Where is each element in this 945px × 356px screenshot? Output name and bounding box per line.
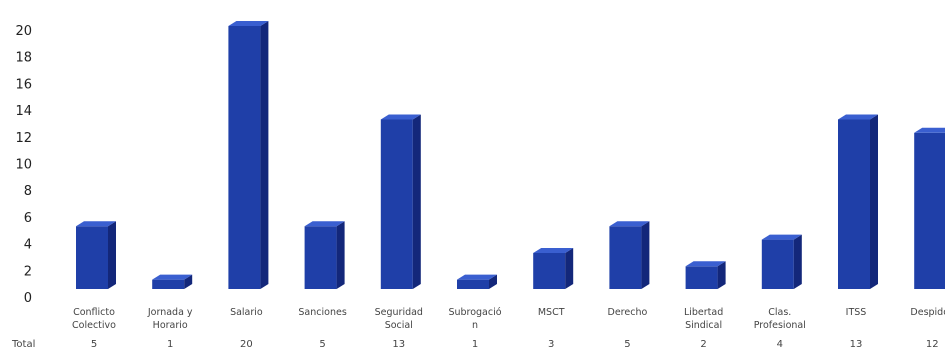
bar-front (533, 252, 566, 289)
bar (152, 274, 193, 289)
x-category-label: Jornada y Horario (147, 307, 193, 331)
bar-top (838, 114, 878, 120)
bar-side (184, 274, 193, 289)
bar-side (260, 21, 269, 289)
bar-top (228, 21, 269, 26)
y-axis: 0 2 4 6 8 10 12 14 16 18 20 (15, 24, 32, 306)
y-tick-label: 6 (24, 211, 32, 226)
bar-front (304, 226, 337, 289)
category-labels: Conflicto Colectivo Jornada y Horario Salari… (72, 307, 945, 331)
bar (228, 21, 269, 289)
bar-side (336, 221, 345, 289)
bar-front (685, 266, 718, 289)
bar (685, 261, 726, 289)
bar-side (641, 221, 650, 289)
x-category-label: Sanciones (298, 307, 346, 318)
y-tick-label: 16 (15, 77, 32, 92)
total-value: 5 (319, 339, 325, 350)
bar-front (838, 119, 870, 289)
total-value: 20 (240, 339, 253, 350)
total-value: 1 (472, 339, 478, 350)
y-tick-label: 2 (24, 264, 32, 279)
bar-front (76, 226, 108, 289)
x-category-label: Despidos (910, 307, 945, 318)
bar (533, 247, 574, 289)
totals-row-label: Total (11, 339, 35, 350)
bar (914, 127, 945, 289)
bar-side (717, 261, 726, 289)
bar (380, 114, 421, 289)
x-category-label: Clas. Profesional (754, 307, 806, 331)
total-value: 12 (926, 339, 939, 350)
bar-front (609, 226, 642, 289)
bar-top (76, 221, 116, 227)
total-value: 4 (777, 339, 783, 350)
bar (457, 274, 497, 289)
bar-side (108, 221, 116, 289)
bar-front (152, 279, 185, 289)
total-value: 3 (548, 339, 554, 350)
y-tick-label: 14 (15, 104, 32, 119)
y-tick-label: 20 (15, 24, 32, 39)
x-category-label: Subrogació n (448, 307, 501, 331)
x-category-label: Derecho (608, 307, 648, 318)
total-value: 13 (392, 339, 405, 350)
x-category-label: Salario (230, 307, 263, 318)
y-tick-label: 4 (24, 238, 32, 253)
bar-top (533, 247, 574, 253)
bar-top (761, 234, 802, 240)
bar-top (457, 274, 497, 280)
bar-top (304, 221, 345, 227)
y-tick-label: 18 (15, 51, 32, 66)
y-tick-label: 0 (24, 291, 32, 306)
bar-top (380, 114, 421, 120)
bar-front (914, 132, 945, 289)
bar-side (793, 234, 802, 289)
bar (838, 114, 878, 289)
bar-side (412, 114, 421, 289)
y-tick-label: 10 (15, 158, 32, 173)
bar-side (870, 114, 878, 289)
bars (76, 21, 945, 289)
x-category-label: MSCT (538, 307, 565, 318)
total-value: 5 (624, 339, 630, 350)
bar (761, 234, 802, 289)
bar (304, 221, 345, 289)
total-value: 2 (700, 339, 706, 350)
total-value: 1 (167, 339, 173, 350)
y-tick-label: 12 (15, 131, 32, 146)
y-tick-label: 8 (24, 184, 32, 199)
bar-side (489, 274, 497, 289)
bar-top (914, 127, 945, 133)
bar-front (228, 26, 261, 289)
bar-front (380, 119, 413, 289)
bar-top (685, 261, 726, 267)
bar-top (152, 274, 193, 280)
bar-front (761, 239, 794, 289)
bar (76, 221, 116, 289)
bar (609, 221, 650, 289)
x-category-label: Conflicto Colectivo (72, 307, 116, 331)
total-value: 5 (91, 339, 97, 350)
x-category-label: Seguridad Social (375, 307, 423, 331)
x-category-label: ITSS (846, 307, 867, 318)
total-value: 13 (850, 339, 863, 350)
bar-side (565, 247, 574, 289)
bar-top (609, 221, 650, 227)
bar-front (457, 279, 489, 289)
totals-row: Total 5 1 20 5 13 1 3 5 2 4 13 12 (11, 339, 939, 350)
x-category-label: Libertad Sindical (684, 307, 723, 331)
